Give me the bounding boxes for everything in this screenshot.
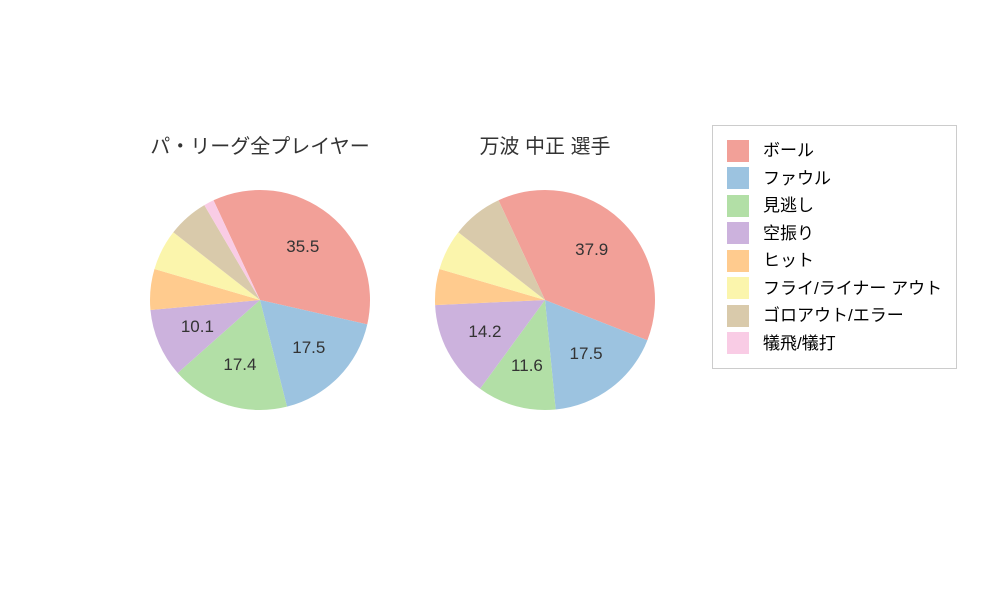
legend-label-sacrifice: 犠飛/犠打 (763, 331, 836, 357)
legend-label-groundout: ゴロアウト/エラー (763, 303, 904, 329)
legend-label-foul: ファウル (763, 166, 831, 192)
legend-swatch-hit (727, 250, 749, 272)
legend-item-ball: ボール (727, 138, 942, 164)
legend-label-hit: ヒット (763, 248, 814, 274)
legend-swatch-swing (727, 222, 749, 244)
legend-label-looking: 見逃し (763, 193, 814, 219)
legend-swatch-sacrifice (727, 332, 749, 354)
legend-swatch-looking (727, 195, 749, 217)
legend-box: ボールファウル見逃し空振りヒットフライ/ライナー アウトゴロアウト/エラー犠飛/… (712, 125, 957, 369)
legend-swatch-flyout (727, 277, 749, 299)
legend-swatch-foul (727, 167, 749, 189)
legend-item-sacrifice: 犠飛/犠打 (727, 331, 942, 357)
chart-title-right: 万波 中正 選手 (405, 130, 685, 159)
chart-container: パ・リーグ全プレイヤー 万波 中正 選手 35.517.517.410.137.… (0, 0, 1000, 600)
legend-item-flyout: フライ/ライナー アウト (727, 276, 942, 302)
legend-swatch-groundout (727, 305, 749, 327)
legend-label-ball: ボール (763, 138, 814, 164)
legend-item-groundout: ゴロアウト/エラー (727, 303, 942, 329)
legend-item-hit: ヒット (727, 248, 942, 274)
legend-item-foul: ファウル (727, 166, 942, 192)
legend-item-swing: 空振り (727, 221, 942, 247)
legend-label-swing: 空振り (763, 221, 814, 247)
chart-title-left: パ・リーグ全プレイヤー (120, 130, 400, 159)
legend-swatch-ball (727, 140, 749, 162)
legend-label-flyout: フライ/ライナー アウト (763, 276, 942, 302)
legend-item-looking: 見逃し (727, 193, 942, 219)
